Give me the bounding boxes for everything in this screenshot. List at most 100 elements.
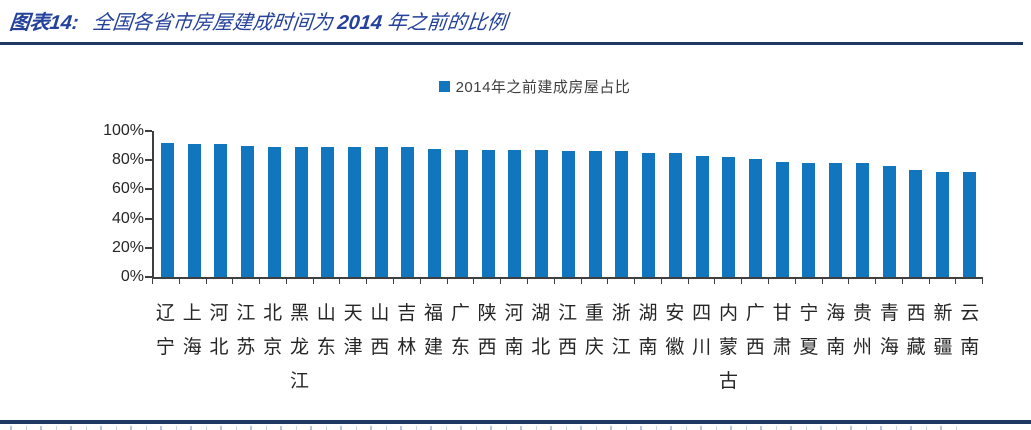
x-axis-tick-strip [152, 279, 983, 284]
bar-slot [662, 131, 689, 277]
y-axis-label: 0% [120, 268, 144, 285]
bar [588, 151, 602, 277]
bar-slot [395, 131, 422, 277]
x-axis-tick [259, 279, 286, 284]
x-axis-label: 海南 [826, 303, 846, 358]
bar [882, 166, 896, 277]
x-axis-label: 天津 [343, 303, 363, 358]
x-axis-label: 湖南 [638, 303, 658, 358]
bar [214, 144, 228, 277]
x-axis-tick [446, 279, 474, 284]
bar-slot [368, 131, 395, 277]
x-axis-tick [526, 279, 554, 284]
bar-slot [769, 131, 796, 277]
bar-slot [742, 131, 769, 277]
x-axis-tick [285, 279, 313, 284]
x-axis-label: 江苏 [236, 303, 256, 358]
x-axis-label: 广西 [745, 303, 765, 358]
bar-slot [929, 131, 956, 277]
bar-slot [154, 131, 181, 277]
x-axis-label: 辽宁 [155, 303, 175, 358]
bar [481, 149, 495, 277]
x-axis-tick [312, 279, 340, 284]
legend-label: 2014年之前建成房屋占比 [455, 78, 631, 96]
bar [722, 157, 736, 277]
x-axis-tick [553, 279, 581, 284]
x-axis-label: 贵州 [853, 303, 873, 358]
x-axis-label: 北京 [263, 303, 283, 358]
bar-slot [689, 131, 716, 277]
bar [802, 163, 816, 277]
y-axis-label: 40% [111, 209, 144, 227]
x-axis-tick [607, 279, 634, 284]
bar-slot [822, 131, 849, 277]
x-axis-tick [500, 279, 527, 284]
footer-divider-line [0, 420, 1031, 424]
bar [401, 147, 415, 277]
bar-slot [796, 131, 823, 277]
plot-area: 100% 80% 60% 40% 20% 0% [103, 122, 983, 285]
x-axis-tick [875, 279, 902, 284]
x-axis-tick [419, 279, 447, 284]
bar [454, 149, 468, 277]
x-axis-tick [205, 279, 233, 284]
bar-slot [555, 131, 582, 277]
x-axis-tick [393, 279, 420, 284]
bar-slot [207, 131, 234, 277]
x-axis-tick [687, 279, 715, 284]
x-axis-label: 西藏 [906, 303, 926, 358]
x-axis-label: 宁夏 [799, 303, 819, 358]
x-axis-label: 甘肃 [772, 303, 792, 358]
y-axis-tick [145, 276, 152, 278]
bar [267, 147, 281, 277]
legend-swatch-icon [438, 80, 450, 92]
y-axis-tick [145, 130, 152, 132]
x-axis-label: 山西 [370, 303, 390, 358]
bar [428, 148, 442, 277]
bar [535, 149, 549, 277]
bar-slot [849, 131, 876, 277]
y-axis-label: 60% [111, 180, 144, 198]
x-axis-tick [955, 279, 982, 284]
bar-slot [421, 131, 448, 277]
y-axis-tick [145, 188, 152, 191]
x-axis-tick [634, 279, 661, 284]
bar [561, 151, 575, 277]
x-axis-label: 内蒙古 [718, 303, 738, 392]
x-axis-tick [178, 279, 206, 284]
bar [321, 147, 335, 277]
figure-title-suffix: 年之前的比例 [385, 12, 509, 34]
bar [241, 145, 255, 277]
bar-slot [502, 131, 529, 277]
chart-legend: 2014年之前建成房屋占比 [119, 76, 950, 96]
bar [829, 163, 843, 277]
bar [615, 151, 629, 277]
bar-slot [234, 131, 261, 277]
x-axis-label: 河南 [504, 303, 524, 358]
x-axis-tick [821, 279, 849, 284]
bar [962, 171, 976, 277]
bar [749, 158, 763, 277]
title-divider-line [0, 42, 1023, 45]
x-axis-label: 陕西 [477, 303, 497, 358]
bar-slot [528, 131, 555, 277]
bar [642, 152, 656, 277]
x-axis-tick [848, 279, 875, 284]
x-axis-label: 云南 [960, 303, 980, 358]
x-axis-tick [928, 279, 956, 284]
x-axis-label: 青海 [879, 303, 899, 358]
x-axis-tick [580, 279, 608, 284]
x-axis-label: 吉林 [397, 303, 417, 358]
x-axis-label: 新疆 [933, 303, 953, 358]
bar [187, 144, 201, 277]
y-axis-label: 20% [111, 238, 144, 256]
figure-title: 图表14: 全国各省市房屋建成时间为 2014 年之前的比例 [8, 8, 1011, 38]
x-axis-label: 福建 [424, 303, 444, 358]
clipped-source-note [10, 426, 970, 430]
bar [294, 147, 308, 277]
bar-slot [582, 131, 609, 277]
y-axis-tick [145, 217, 152, 220]
bar-slot [608, 131, 635, 277]
y-axis-label: 100% [103, 122, 144, 139]
